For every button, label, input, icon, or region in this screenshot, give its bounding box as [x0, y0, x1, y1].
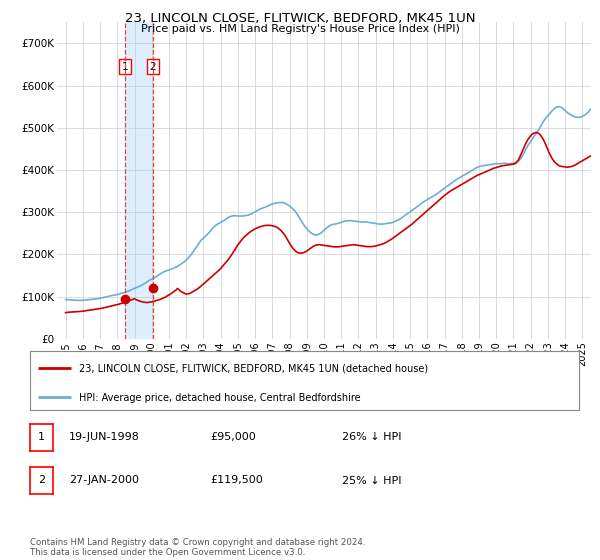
Text: 25% ↓ HPI: 25% ↓ HPI — [342, 475, 401, 486]
Text: £95,000: £95,000 — [210, 432, 256, 442]
Bar — [125, 22, 153, 339]
Text: 26% ↓ HPI: 26% ↓ HPI — [342, 432, 401, 442]
Text: 1: 1 — [122, 62, 128, 72]
Text: 2: 2 — [38, 475, 45, 486]
Text: 1: 1 — [38, 432, 45, 442]
Text: 27-JAN-2000: 27-JAN-2000 — [69, 475, 139, 486]
Text: £119,500: £119,500 — [210, 475, 263, 486]
Text: Price paid vs. HM Land Registry's House Price Index (HPI): Price paid vs. HM Land Registry's House … — [140, 24, 460, 34]
Text: 23, LINCOLN CLOSE, FLITWICK, BEDFORD, MK45 1UN (detached house): 23, LINCOLN CLOSE, FLITWICK, BEDFORD, MK… — [79, 364, 428, 374]
Text: 23, LINCOLN CLOSE, FLITWICK, BEDFORD, MK45 1UN: 23, LINCOLN CLOSE, FLITWICK, BEDFORD, MK… — [125, 12, 475, 25]
Text: 2: 2 — [149, 62, 156, 72]
Text: Contains HM Land Registry data © Crown copyright and database right 2024.
This d: Contains HM Land Registry data © Crown c… — [30, 538, 365, 557]
Text: HPI: Average price, detached house, Central Bedfordshire: HPI: Average price, detached house, Cent… — [79, 393, 361, 403]
Text: 19-JUN-1998: 19-JUN-1998 — [69, 432, 140, 442]
